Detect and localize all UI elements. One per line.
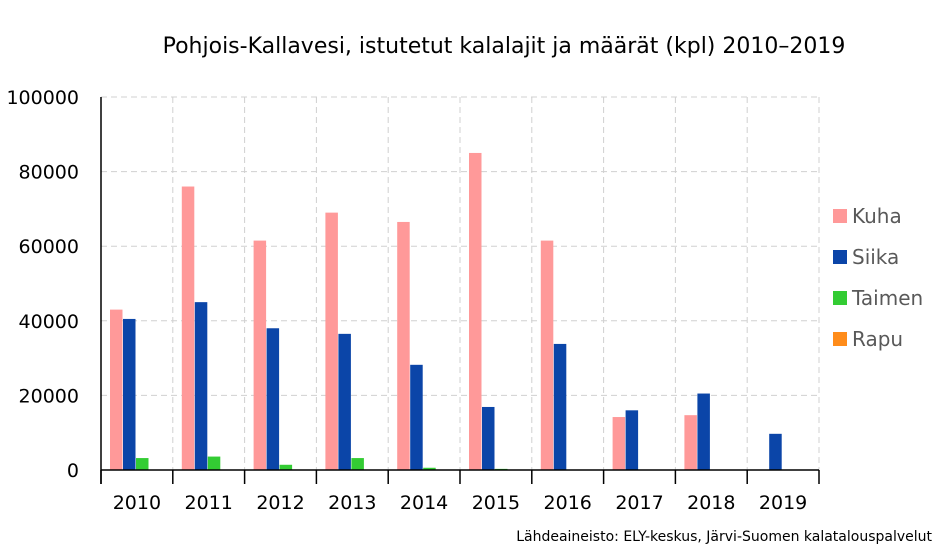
legend-label-kuha: Kuha bbox=[852, 204, 902, 228]
bar-kuha-2011 bbox=[181, 186, 195, 470]
source-note: Lähdeaineisto: ELY-keskus, Järvi-Suomen … bbox=[516, 529, 932, 545]
bar-taimen-2011 bbox=[207, 456, 221, 470]
x-tick-label: 2015 bbox=[472, 492, 520, 514]
y-tick-label: 40000 bbox=[19, 311, 79, 333]
x-tick-label: 2014 bbox=[400, 492, 448, 514]
x-tick-label: 2017 bbox=[615, 492, 663, 514]
bar-siika-2019 bbox=[769, 433, 782, 470]
bar-kuha-2015 bbox=[469, 152, 482, 470]
x-tick-label: 2012 bbox=[256, 492, 304, 514]
y-tick-label: 100000 bbox=[6, 87, 79, 109]
legend-label-rapu: Rapu bbox=[852, 327, 903, 351]
x-tick-label: 2019 bbox=[759, 492, 807, 514]
x-tick-label: 2011 bbox=[185, 492, 233, 514]
x-tick-label: 2018 bbox=[687, 492, 735, 514]
bar-siika-2010 bbox=[123, 318, 136, 470]
x-axis-ticks: 2010 2011 2012 2013 2014 2015 2016 2017 2018 2019 bbox=[113, 492, 808, 514]
chart-title: Pohjois-Kallavesi, istutetut kalalajit j… bbox=[163, 34, 846, 59]
bar-kuha-2010 bbox=[110, 309, 123, 470]
y-tick-label: 60000 bbox=[19, 236, 79, 258]
bar-siika-2015 bbox=[482, 406, 495, 470]
grid bbox=[101, 96, 820, 470]
legend: Kuha Siika Taimen Rapu bbox=[833, 204, 923, 351]
bars bbox=[110, 152, 782, 470]
x-tick-label: 2013 bbox=[328, 492, 376, 514]
y-tick-label: 20000 bbox=[19, 385, 79, 407]
bar-taimen-2014 bbox=[423, 467, 436, 470]
bar-kuha-2017 bbox=[612, 417, 626, 470]
y-tick-label: 0 bbox=[67, 460, 79, 482]
bar-kuha-2013 bbox=[325, 212, 338, 470]
legend-label-taimen: Taimen bbox=[851, 286, 923, 310]
y-tick-label: 80000 bbox=[19, 162, 79, 184]
bar-taimen-2010 bbox=[136, 458, 149, 470]
x-tick-label: 2016 bbox=[544, 492, 592, 514]
axes bbox=[100, 97, 820, 484]
bar-siika-2017 bbox=[625, 410, 639, 470]
legend-label-siika: Siika bbox=[852, 245, 899, 269]
bar-siika-2011 bbox=[194, 302, 208, 470]
bar-siika-2016 bbox=[553, 343, 567, 470]
bar-kuha-2018 bbox=[684, 415, 697, 470]
bar-kuha-2012 bbox=[253, 240, 267, 470]
legend-swatch-siika bbox=[833, 250, 847, 264]
bar-siika-2014 bbox=[410, 364, 423, 470]
bar-kuha-2014 bbox=[397, 221, 410, 470]
bar-siika-2018 bbox=[697, 393, 710, 470]
bar-taimen-2013 bbox=[351, 458, 364, 470]
bar-siika-2012 bbox=[266, 328, 280, 470]
legend-swatch-rapu bbox=[833, 332, 847, 346]
y-axis-ticks: 0 20000 40000 60000 80000 100000 bbox=[6, 87, 79, 482]
legend-swatch-kuha bbox=[833, 209, 847, 223]
legend-swatch-taimen bbox=[833, 291, 847, 305]
bar-kuha-2016 bbox=[540, 240, 554, 470]
bar-taimen-2012 bbox=[279, 464, 293, 470]
x-tick-label: 2010 bbox=[113, 492, 161, 514]
bar-siika-2013 bbox=[338, 333, 351, 470]
